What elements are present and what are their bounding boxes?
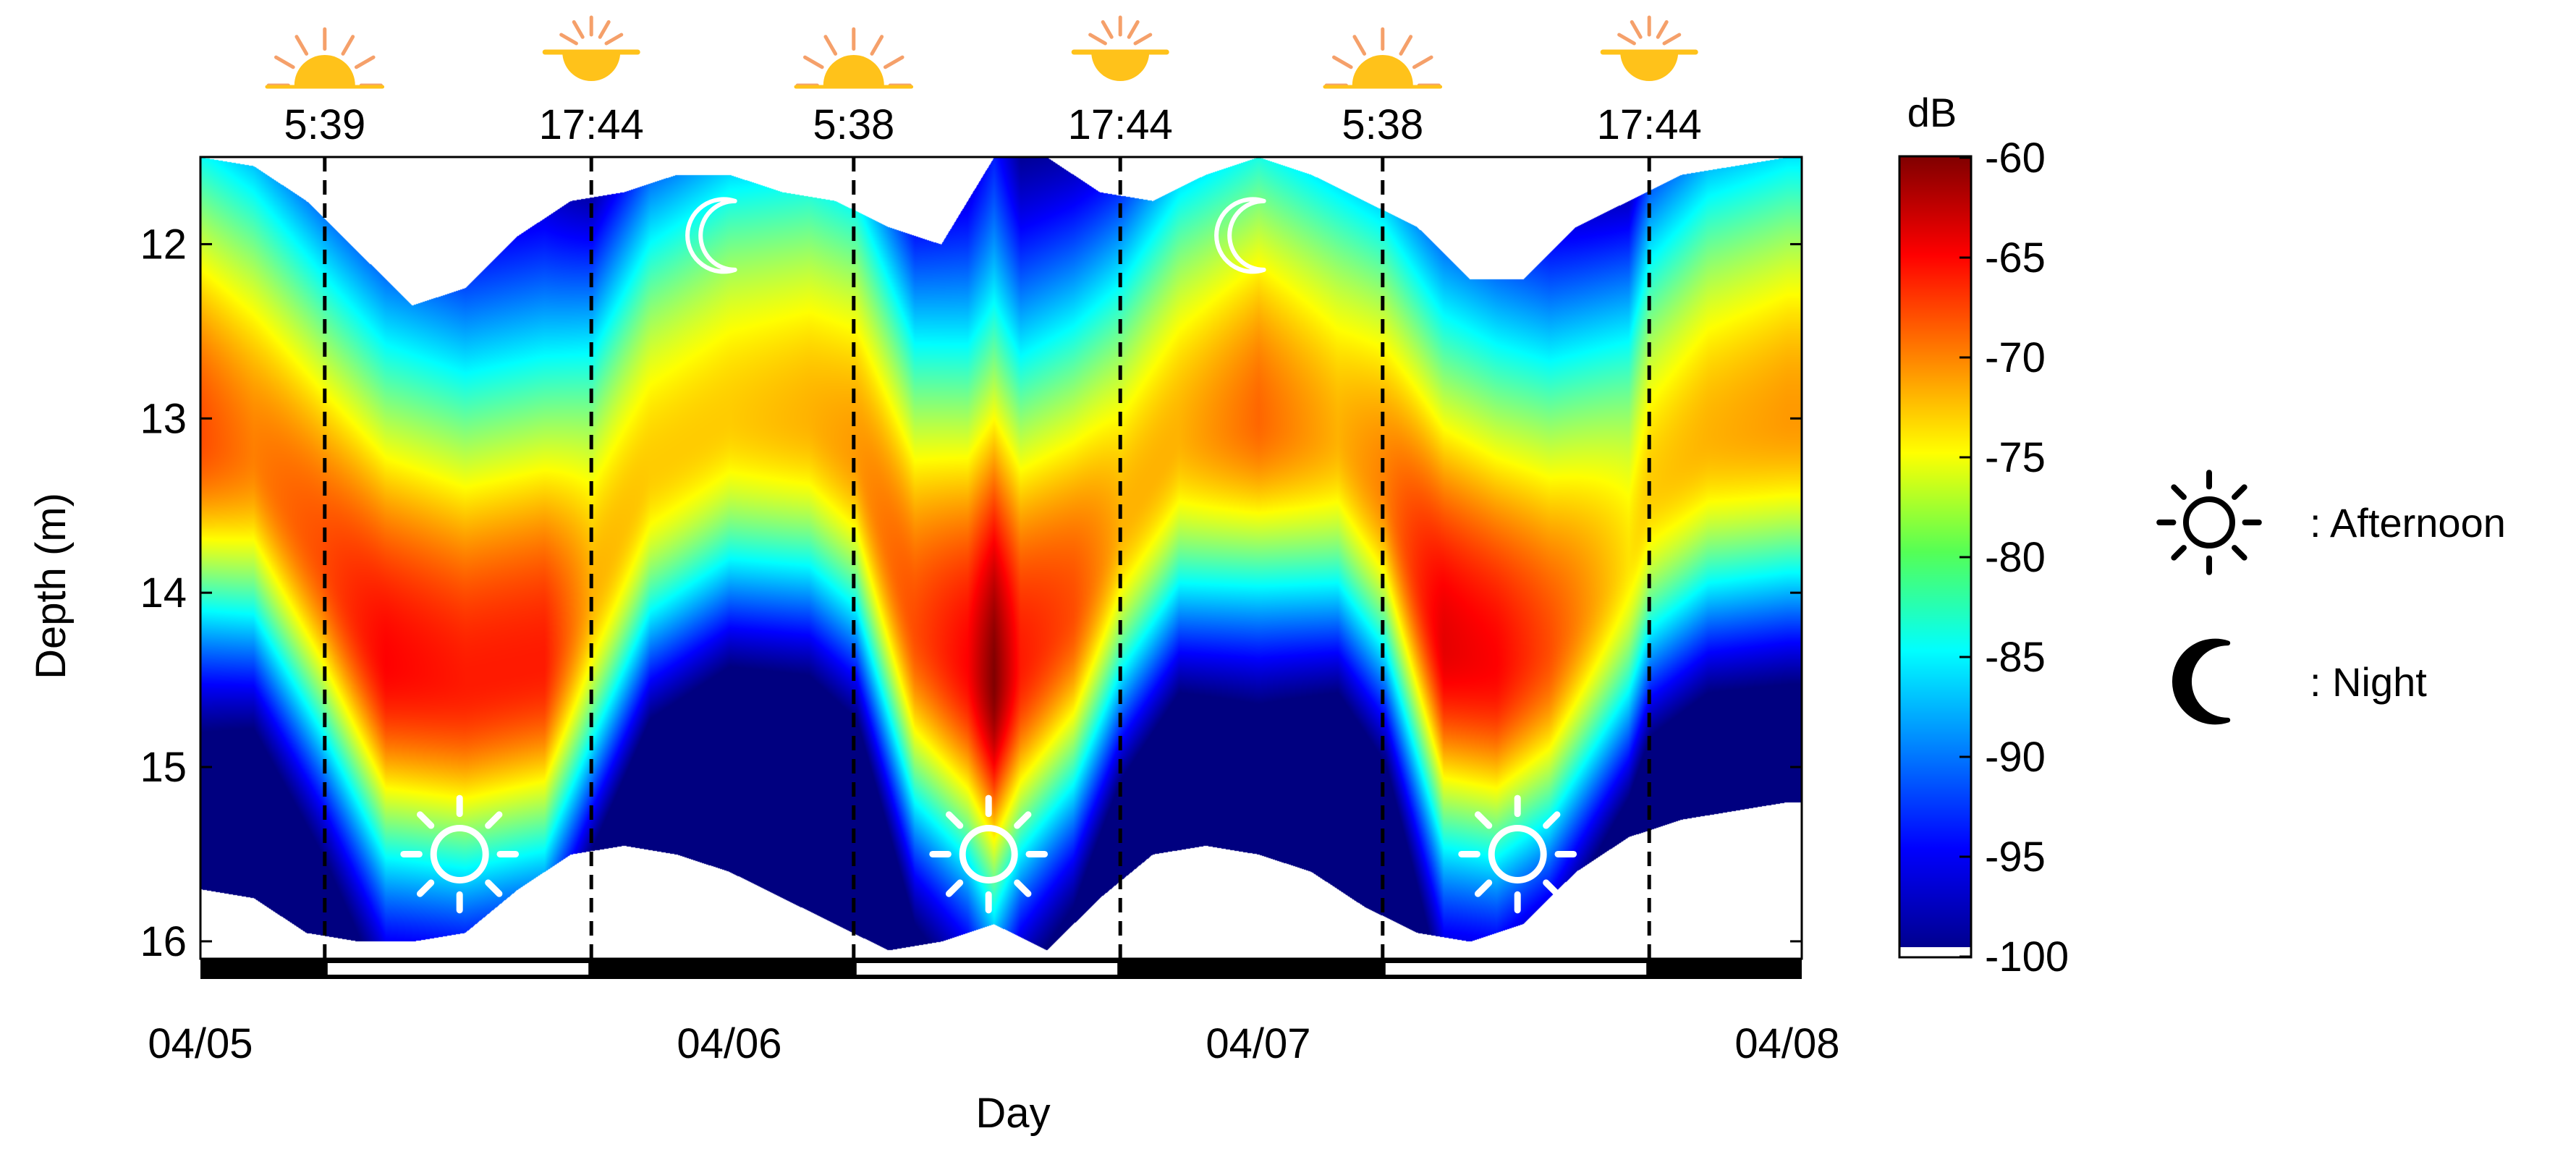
plot-area (199, 156, 1803, 979)
x-axis-label: Day (975, 1090, 1050, 1137)
y-tick-label: 16 (140, 918, 187, 965)
y-tick-label: 13 (140, 395, 187, 442)
sun-time-label: 5:38 (813, 101, 894, 148)
moon-icon (2172, 638, 2231, 725)
sun-time-label: 5:39 (284, 101, 365, 148)
colorbar-tick-label: -75 (1985, 434, 2046, 481)
colorbar-tick-label: -60 (1985, 135, 2046, 182)
colorbar-tick-label: -70 (1985, 334, 2046, 381)
sunset-icon (1071, 15, 1169, 82)
sun-time-label: 17:44 (539, 101, 644, 148)
y-axis: 12 13 14 15 16 (140, 221, 1802, 965)
colorbar-ticks: -60 -65 -70 -75 -80 -85 -90 -95 -100 (1959, 135, 2069, 980)
legend-label: : Afternoon (2310, 500, 2506, 546)
day-night-bar (200, 959, 1802, 979)
moon-icon (685, 197, 737, 274)
legend: : Afternoon : Night (2156, 470, 2506, 725)
legend-item: : Night (2172, 638, 2427, 725)
x-tick-label: 04/08 (1734, 1020, 1839, 1067)
sunrise-icon (1323, 27, 1443, 89)
sunrise-icon (265, 27, 385, 89)
colorbar-tick-label: -100 (1985, 933, 2069, 980)
colorbar-label: dB (1907, 90, 1957, 135)
y-axis-label: Depth (m) (27, 493, 75, 679)
sunrise-icon (794, 27, 914, 89)
colorbar-tick-label: -85 (1985, 634, 2046, 681)
y-tick-label: 15 (140, 744, 187, 791)
heatmap-image (200, 157, 1802, 959)
day-bar (327, 963, 589, 975)
sun-icon (1458, 794, 1577, 914)
sun-time-label: 17:44 (1068, 101, 1173, 148)
sunrise-sunset-header: 5:39 17:44 5:38 17:44 5:38 17:44 (265, 15, 1702, 148)
colorbar-floor (1899, 947, 1971, 957)
sunset-icon (1600, 15, 1698, 82)
colorbar-tick-label: -65 (1985, 234, 2046, 281)
y-tick-label: 12 (140, 221, 187, 268)
x-tick-label: 04/06 (677, 1020, 781, 1067)
y-tick-label: 14 (140, 569, 187, 616)
sun-time-label: 5:38 (1342, 101, 1423, 148)
plot-icons (400, 197, 1577, 914)
x-tick-label: 04/07 (1206, 1020, 1310, 1067)
sun-time-label: 17:44 (1597, 101, 1702, 148)
legend-item: : Afternoon (2156, 470, 2506, 575)
sunset-icon (542, 15, 640, 82)
sun-icon (400, 794, 520, 914)
moon-icon (1214, 197, 1266, 274)
day-bar (1385, 963, 1647, 975)
legend-label: : Night (2310, 659, 2427, 705)
sun-time-lines (323, 157, 1651, 959)
sun-icon (929, 794, 1048, 914)
sun-icon (2156, 470, 2262, 575)
colorbar-tick-label: -80 (1985, 534, 2046, 581)
day-bar (856, 963, 1118, 975)
x-axis: 04/05 04/06 04/07 04/08 (148, 1020, 1839, 1067)
x-tick-label: 04/05 (148, 1020, 253, 1067)
colorbar-tick-label: -95 (1985, 834, 2046, 881)
colorbar-tick-label: -90 (1985, 734, 2046, 781)
colorbar: dB -60 -65 -70 -75 -80 -85 -90 -95 -100 (1898, 90, 2069, 980)
colorbar-gradient (1899, 156, 1971, 947)
